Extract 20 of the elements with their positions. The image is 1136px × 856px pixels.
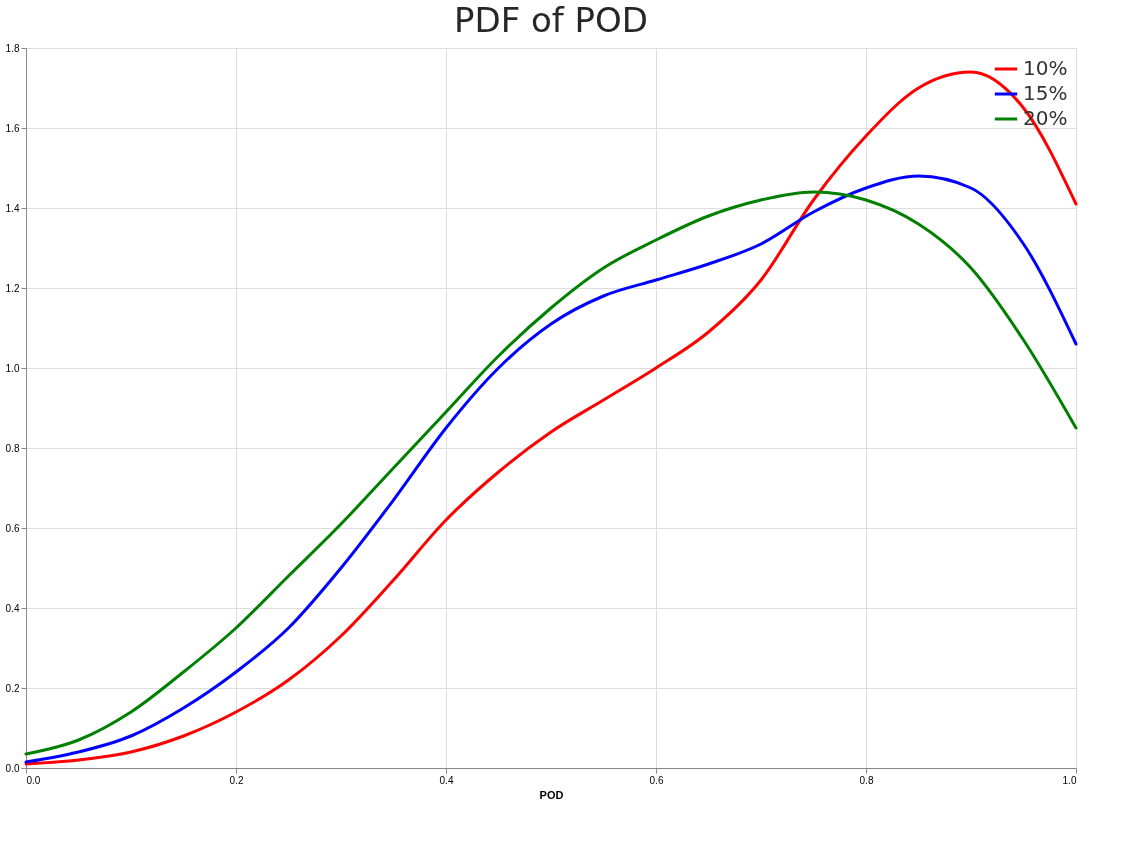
y-tick-label: 1.0 — [5, 362, 20, 374]
y-tick-label: 1.6 — [5, 122, 20, 134]
x-tick-label: 1.0 — [1062, 774, 1077, 786]
y-tick-label: 0.2 — [5, 682, 20, 694]
y-tick-label: 1.8 — [5, 42, 20, 54]
chart-title: PDF of POD — [453, 0, 649, 40]
legend-label: 10% — [1023, 56, 1068, 80]
x-tick-label: 0.0 — [26, 774, 41, 786]
y-tick-label: 1.2 — [5, 282, 20, 294]
y-tick-label: 0.8 — [5, 442, 20, 454]
x-tick-label: 0.4 — [439, 774, 454, 786]
x-axis-title: POD — [539, 788, 564, 801]
y-tick-label: 1.4 — [5, 202, 20, 214]
y-tick-label: 0.4 — [5, 602, 20, 614]
x-tick-label: 0.2 — [229, 774, 244, 786]
legend-label: 15% — [1023, 81, 1068, 105]
x-tick-label: 0.8 — [859, 774, 874, 786]
x-tick-label: 0.6 — [649, 774, 664, 786]
y-tick-label: 0.6 — [5, 522, 20, 534]
y-tick-label: 0.0 — [5, 762, 20, 774]
